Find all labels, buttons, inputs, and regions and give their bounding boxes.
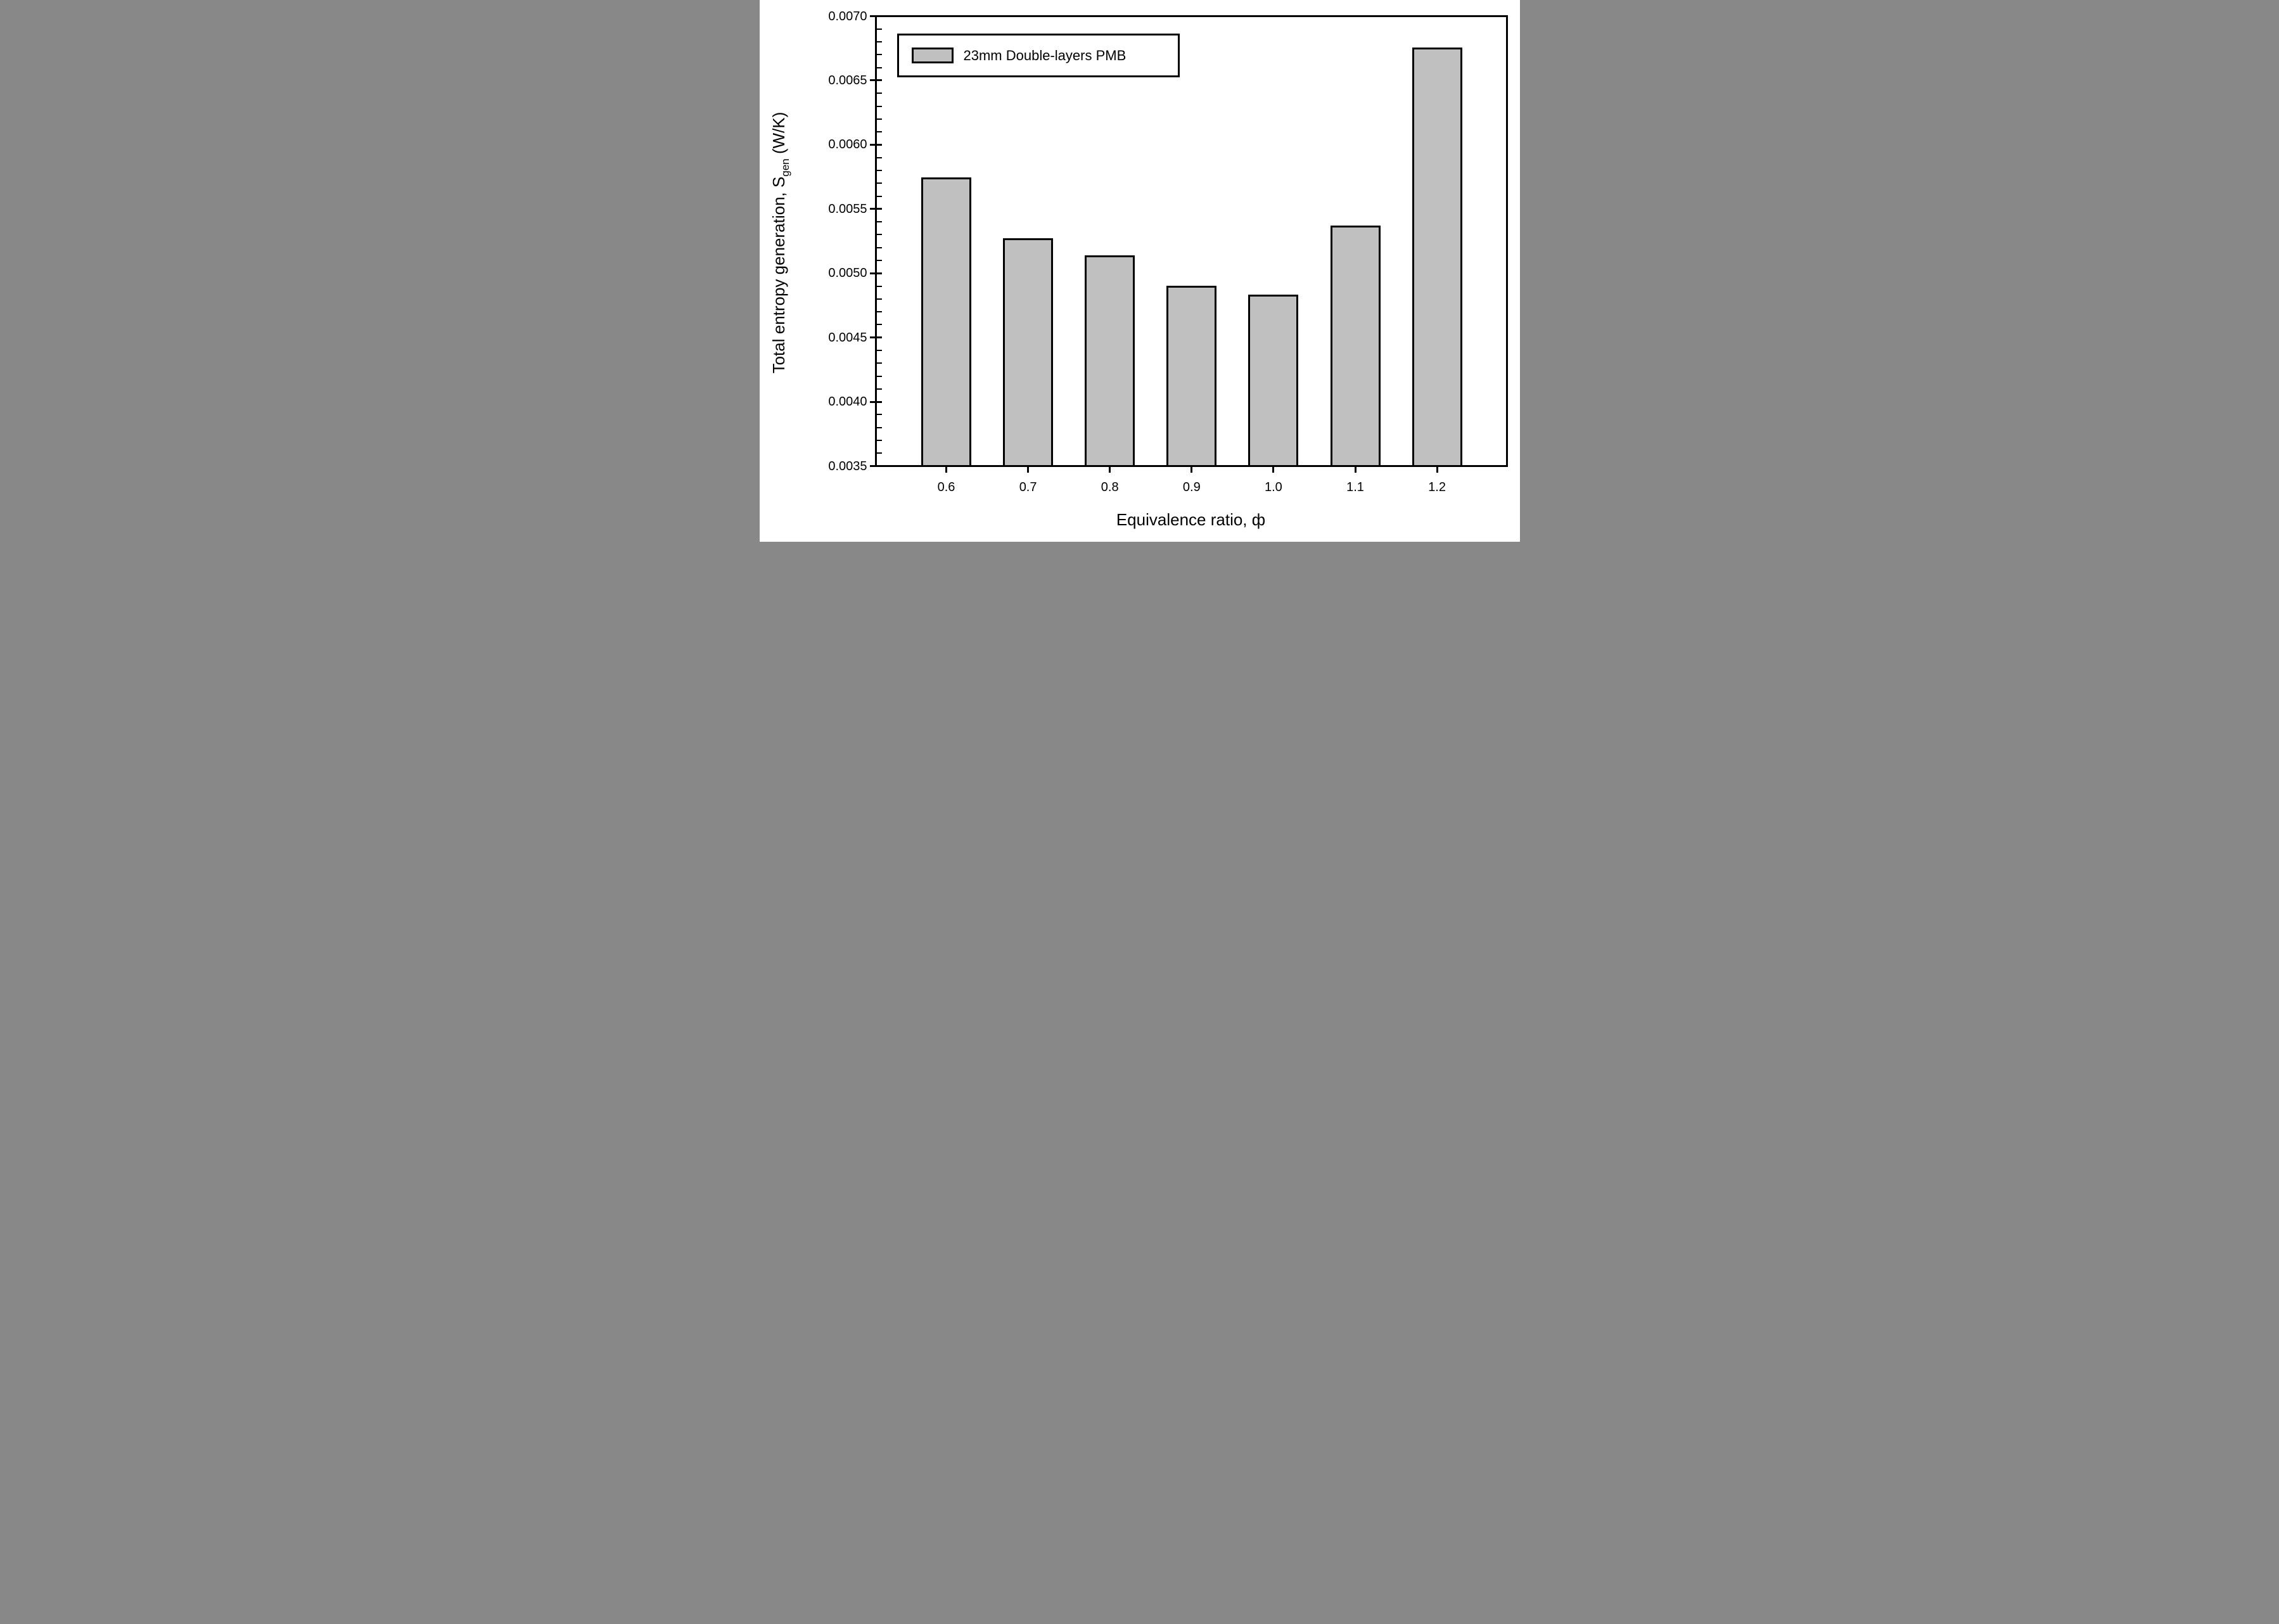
y-minor-tick — [876, 234, 882, 236]
y-tick-label: 0.0055 — [828, 201, 867, 216]
y-tick-label: 0.0050 — [828, 266, 867, 281]
y-major-tick — [869, 79, 882, 82]
y-axis-title-subscript: gen — [779, 158, 791, 177]
bar-0.7 — [1003, 238, 1054, 465]
y-minor-tick — [876, 195, 882, 197]
y-minor-tick — [876, 388, 882, 390]
y-minor-tick — [876, 118, 882, 120]
bar-1.1 — [1330, 226, 1381, 465]
x-tick — [1436, 467, 1438, 473]
x-tick-label: 0.8 — [1101, 480, 1119, 494]
bar-1.2 — [1412, 48, 1462, 465]
y-tick-label: 0.0060 — [828, 137, 867, 152]
x-tick-label: 1.1 — [1346, 480, 1364, 494]
y-minor-tick — [876, 452, 882, 454]
y-minor-tick — [876, 324, 882, 326]
y-major-tick — [869, 400, 882, 403]
x-tick-label: 0.9 — [1182, 480, 1201, 494]
y-minor-tick — [876, 105, 882, 107]
y-minor-tick — [876, 221, 882, 223]
y-tick-label: 0.0065 — [828, 73, 867, 87]
y-tick-label: 0.0070 — [828, 9, 867, 23]
y-minor-tick — [876, 182, 882, 184]
x-tick — [945, 467, 947, 473]
y-minor-tick — [876, 311, 882, 313]
y-minor-tick — [876, 439, 882, 441]
y-minor-tick — [876, 67, 882, 68]
bar-0.8 — [1085, 255, 1135, 465]
y-tick-label: 0.0035 — [828, 459, 867, 473]
bar-chart-figure: Total entropy generation, Sgen (W/K) 23m… — [759, 0, 1520, 542]
y-minor-tick — [876, 426, 882, 428]
y-minor-tick — [876, 131, 882, 133]
y-minor-tick — [876, 259, 882, 261]
y-minor-tick — [876, 169, 882, 171]
y-major-tick — [869, 272, 882, 274]
y-major-tick — [869, 143, 882, 146]
bar-1.0 — [1248, 295, 1299, 465]
y-tick-label: 0.0040 — [828, 395, 867, 409]
x-tick — [1354, 467, 1357, 473]
x-axis-title: Equivalence ratio, ф — [1116, 510, 1266, 529]
y-minor-tick — [876, 41, 882, 43]
y-major-tick — [869, 208, 882, 210]
x-tick-label: 1.0 — [1264, 480, 1282, 494]
plot-frame: 23mm Double-layers PMB — [874, 15, 1508, 467]
y-major-tick — [869, 15, 882, 17]
y-minor-tick — [876, 414, 882, 416]
x-tick-label: 0.7 — [1019, 480, 1037, 494]
legend-box: 23mm Double-layers PMB — [897, 34, 1180, 77]
legend-swatch — [911, 48, 954, 63]
x-tick-label: 0.6 — [937, 480, 955, 494]
legend-label: 23mm Double-layers PMB — [963, 47, 1127, 63]
y-tick-label: 0.0045 — [828, 330, 867, 345]
y-minor-tick — [876, 28, 882, 30]
x-tick — [1027, 467, 1030, 473]
x-tick — [1191, 467, 1193, 473]
y-minor-tick — [876, 375, 882, 377]
x-tick — [1272, 467, 1275, 473]
y-minor-tick — [876, 362, 882, 364]
y-minor-tick — [876, 93, 882, 94]
bar-0.6 — [921, 177, 971, 465]
y-minor-tick — [876, 54, 882, 56]
y-major-tick — [869, 465, 882, 467]
bar-0.9 — [1166, 286, 1217, 465]
y-major-tick — [869, 336, 882, 339]
x-tick-label: 1.2 — [1428, 480, 1446, 494]
y-minor-tick — [876, 298, 882, 300]
y-minor-tick — [876, 246, 882, 248]
y-minor-tick — [876, 349, 882, 351]
y-minor-tick — [876, 157, 882, 158]
y-minor-tick — [876, 285, 882, 287]
x-tick — [1109, 467, 1111, 473]
